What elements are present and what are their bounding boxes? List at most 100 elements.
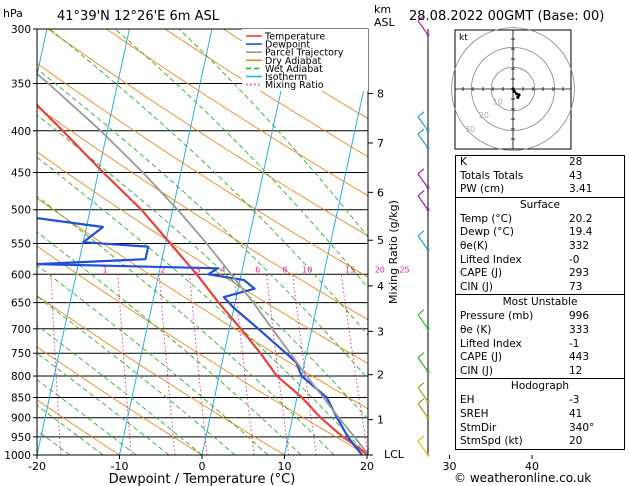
hodograph-ring-label: 10 <box>493 97 503 106</box>
wind-barb <box>417 133 429 149</box>
li-value: -0 <box>569 253 580 266</box>
wind-barb-flag <box>417 309 425 316</box>
hodograph-point <box>511 87 515 91</box>
pressure-tick-label: 500 <box>11 205 31 217</box>
pressure-tick-label: 1000 <box>4 450 31 462</box>
wind-barb-dot <box>426 416 430 420</box>
mixing-ratio-line <box>292 274 317 455</box>
mixing-ratio-tick-label: 15 <box>345 265 355 274</box>
pressure-tick-label: 300 <box>11 24 31 36</box>
pressure-tick-label: 950 <box>11 432 31 444</box>
wind-barb <box>417 235 429 251</box>
stmspd-label: StmSpd (kt) <box>460 435 523 448</box>
mu-li-label: Lifted Index <box>460 337 522 350</box>
pressure-tick-label: 600 <box>11 269 31 281</box>
mu-cin-label: CIN (J) <box>460 364 493 377</box>
tt-value: 43 <box>569 169 583 182</box>
wind-barb-dot <box>426 327 430 331</box>
pressure-tick-label: 550 <box>11 238 31 250</box>
theta-e-label: θe(K) <box>460 239 488 252</box>
km-tick-label: 1 <box>377 414 384 427</box>
wind-barb-dot <box>426 453 430 457</box>
surface-title: Surface <box>519 198 560 211</box>
legend-entry: Mixing Ratio <box>265 80 324 91</box>
x-tick-label: 30 <box>443 460 457 473</box>
mu-theta-e-label: θe (K) <box>460 323 492 336</box>
isotherm-line <box>284 67 368 455</box>
mu-li-value: -1 <box>569 337 580 350</box>
wind-barb-flag <box>417 398 425 405</box>
hodograph-point <box>516 95 520 99</box>
km-tick-label: 6 <box>377 186 384 199</box>
temperature-line <box>37 103 368 455</box>
stmdir-value: 340° <box>569 421 595 434</box>
pressure-tick-label: 750 <box>11 348 31 360</box>
km-tick-label: 4 <box>377 280 384 293</box>
wind-barb-flag <box>417 352 425 359</box>
dry-adiabat-line <box>37 106 368 321</box>
tt-label: Totals Totals <box>460 169 524 182</box>
mixing-ratio-tick-label: 2 <box>160 265 165 274</box>
wet-adiabat-line <box>37 68 368 380</box>
sreh-value: 41 <box>569 407 583 420</box>
temp-label: Temp (°C) <box>460 212 513 225</box>
mixing-ratio-tick-label: 10 <box>302 265 312 274</box>
mixing-ratio-line <box>117 274 132 455</box>
wind-barb-dot <box>426 129 430 133</box>
parcel-trajectory-line <box>37 72 368 455</box>
mu-cape-value: 443 <box>569 351 590 364</box>
mixing-ratio-line <box>405 274 436 455</box>
mixing-ratio-axis-label: Mixing Ratio (g/kg) <box>387 200 400 304</box>
hodograph-ring-label: 30 <box>465 125 475 134</box>
mu-theta-e-value: 333 <box>569 323 590 336</box>
wet-adiabat-line <box>37 264 269 455</box>
hodograph-point <box>512 89 516 93</box>
mu-cape-label: CAPE (J) <box>460 351 503 364</box>
x-tick-label: -20 <box>28 460 46 473</box>
datetime-title: 28.08.2022 00GMT (Base: 00) <box>409 9 604 24</box>
wind-barb <box>417 195 429 211</box>
mixing-ratio-tick-label: 20 <box>375 265 385 274</box>
wind-barb-flag <box>417 111 425 118</box>
hodograph-point <box>515 92 519 96</box>
dry-adiabat-line <box>37 197 368 410</box>
wind-barb <box>417 173 429 189</box>
wet-adiabat-line <box>37 404 104 455</box>
lcl-label: LCL <box>384 448 405 461</box>
dry-adiabat-line <box>37 295 285 455</box>
wind-barb-flag <box>417 230 425 237</box>
mu-cin-value: 12 <box>569 364 583 377</box>
chart-series <box>37 72 368 455</box>
wind-barb-dot <box>426 370 430 374</box>
wet-adiabat-line <box>37 379 137 455</box>
wind-barb <box>417 314 429 330</box>
dry-adiabat-line <box>106 29 368 197</box>
km-tick-label: 7 <box>377 137 384 150</box>
wind-barb <box>417 387 429 402</box>
sreh-label: SREH <box>460 407 489 420</box>
wet-adiabat-line <box>37 156 368 455</box>
stmspd-value: 20 <box>569 435 583 448</box>
mixing-ratio-line <box>158 274 176 455</box>
mixing-ratio-tick-label: 4 <box>221 265 226 274</box>
dewp-label: Dewp (°C) <box>460 226 514 239</box>
hodograph-unit-label: kt <box>459 33 468 43</box>
dry-adiabat-line <box>37 62 368 278</box>
mixing-ratio-line <box>50 274 62 455</box>
legend-entry: Isotherm <box>265 72 307 83</box>
pw-value: 3.41 <box>569 183 593 196</box>
hodograph-ring <box>451 27 575 151</box>
asl-label: ASL <box>374 16 396 29</box>
km-tick-label: 8 <box>377 88 384 101</box>
hodograph-title: Hodograph <box>510 380 570 393</box>
chart-axes: 3003504004505005506006507007508008509009… <box>4 24 539 473</box>
mixing-ratio-tick-label: 3 <box>196 265 201 274</box>
most-unstable-title: Most Unstable <box>502 296 578 309</box>
wind-barb <box>417 357 429 372</box>
mixing-ratio-line <box>266 274 290 455</box>
legend-entry: Dry Adiabat <box>265 56 322 67</box>
hodograph-point <box>517 93 521 97</box>
wet-adiabat-line <box>37 195 335 455</box>
wind-barb-dot <box>426 208 430 212</box>
